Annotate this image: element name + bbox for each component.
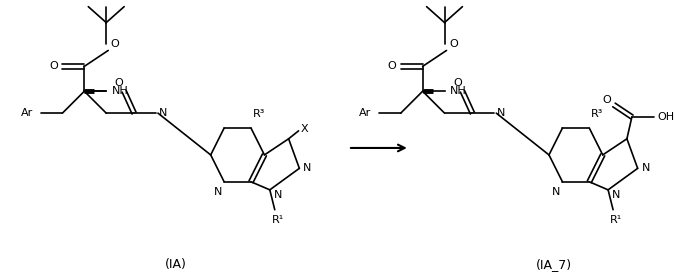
Text: NH: NH [450,86,467,96]
Text: O: O [387,61,396,71]
Text: NH: NH [112,86,129,96]
Text: (IA_7): (IA_7) [536,258,572,271]
Text: O: O [115,78,124,88]
Text: N: N [552,187,561,197]
Text: N: N [497,108,505,118]
Text: N: N [642,163,650,173]
Text: N: N [214,187,222,197]
Text: O: O [49,61,58,71]
Text: N: N [612,190,620,200]
Text: (IA): (IA) [165,258,187,271]
Text: O: O [603,95,612,105]
Text: O: O [111,39,120,49]
Text: R¹: R¹ [610,215,622,225]
Text: R³: R³ [591,109,603,119]
Text: Ar: Ar [359,108,371,118]
Text: Ar: Ar [20,108,33,118]
Text: R³: R³ [253,109,265,119]
Text: R¹: R¹ [272,215,284,225]
Text: X: X [301,124,308,134]
Text: OH: OH [657,112,675,122]
Text: N: N [159,108,167,118]
Text: O: O [453,78,462,88]
Text: O: O [449,39,458,49]
Text: N: N [273,190,282,200]
Text: N: N [303,163,312,173]
